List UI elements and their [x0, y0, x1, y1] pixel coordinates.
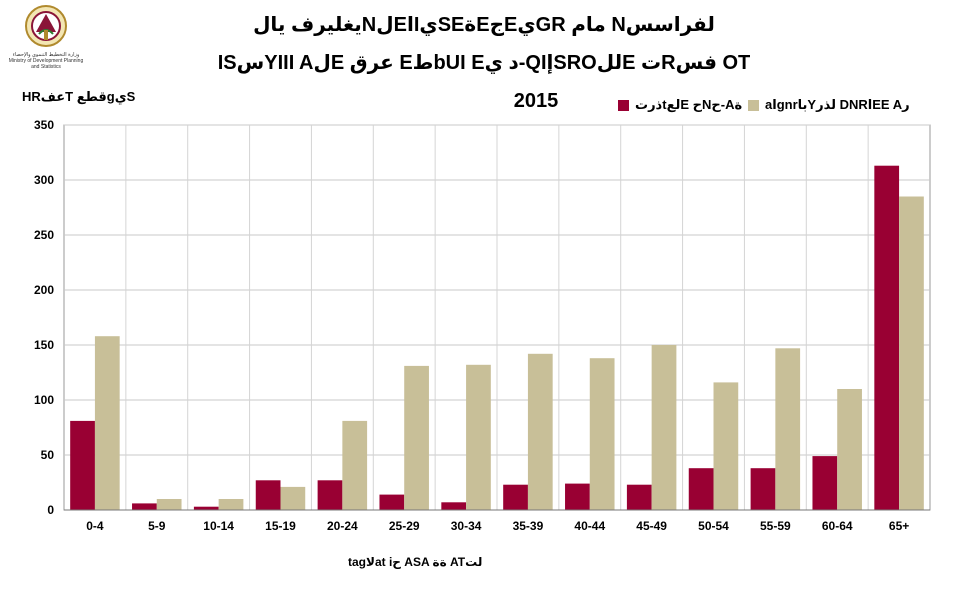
- bar-series-1-5-9: [132, 503, 157, 510]
- bar-series-2-50-54: [713, 382, 739, 510]
- x-tick-label: 20-24: [327, 519, 358, 533]
- y-tick-label: 100: [34, 393, 54, 407]
- x-tick-label: 65+: [889, 519, 909, 533]
- y-tick-label: 50: [41, 448, 55, 462]
- bar-series-2-60-64: [837, 389, 862, 510]
- axes: 0 50 100 150 200 250 300 350 0-4 5-9 10-14 15-19 20-…: [34, 118, 930, 533]
- chart-year: 2015: [513, 90, 559, 112]
- x-tick-label: 50-54: [698, 519, 729, 533]
- bar-series-2-55-59: [775, 348, 801, 510]
- bar-series-1-65+: [874, 165, 900, 510]
- x-tick-label: 10-14: [203, 519, 234, 533]
- bar-series-1-45-49: [626, 484, 652, 510]
- emblem-graphic: [25, 5, 67, 47]
- bar-series-2-45-49: [651, 345, 677, 510]
- x-tick-label: 15-19: [265, 519, 296, 533]
- ministry-emblem-icon: [6, 2, 86, 74]
- bar-series-2-30-34: [466, 364, 491, 510]
- x-tick-label: 5-9: [148, 519, 166, 533]
- x-tick-label: 25-29: [389, 519, 420, 533]
- x-tick-label: 60-64: [822, 519, 853, 533]
- y-tick-label: 300: [34, 173, 54, 187]
- legend-label-series-1: ذرتtلعE حNح-Aة: [635, 97, 743, 112]
- bar-series-1-55-59: [750, 468, 776, 510]
- legend-swatch-series-2: [748, 99, 759, 111]
- gridlines: [63, 124, 931, 511]
- x-tick-label: 55-59: [760, 519, 791, 533]
- bar-series-1-0-4: [70, 420, 95, 510]
- x-axis-label: tagلاat iح ASA ةة ATلت: [348, 555, 483, 569]
- x-tick-label: 30-34: [451, 519, 482, 533]
- bar-series-1-30-34: [441, 502, 467, 510]
- legend-item-series-2: aاgnrباYلذر DNRاEE Aر: [748, 97, 910, 113]
- bar-series-2-20-24: [342, 420, 368, 510]
- bar-series-2-40-44: [589, 358, 615, 510]
- bar-series-1-25-29: [379, 494, 405, 510]
- bar-series-1-50-54: [688, 468, 714, 510]
- chart-title-line1: يغليرف يالNلEاIيSEةEجEيGR مام Nلفراسس: [253, 14, 715, 36]
- legend-swatch-series-1: [618, 99, 629, 111]
- bar-series-2-10-14: [218, 499, 244, 510]
- logo-caption-ar: وزارة التخطيط التنموي والإحصاء: [12, 52, 80, 58]
- bar-series-1-40-44: [565, 483, 590, 510]
- y-axis-label: HRعفT قطعgيS: [22, 89, 136, 104]
- y-tick-label: 350: [34, 118, 54, 132]
- bar-series-1-60-64: [812, 456, 838, 510]
- y-tick-label: 250: [34, 228, 54, 242]
- bar-series-1-15-19: [255, 480, 281, 510]
- bar-series-2-35-39: [527, 353, 553, 510]
- x-tick-label: 35-39: [513, 519, 544, 533]
- x-tick-label: 0-4: [86, 519, 104, 533]
- bars: [70, 165, 924, 510]
- bar-series-1-20-24: [317, 480, 343, 510]
- y-tick-label: 150: [34, 338, 54, 352]
- y-tick-label: 200: [34, 283, 54, 297]
- logo-caption: وزارة التخطيط التنموي والإحصاء Ministry …: [6, 52, 86, 70]
- bar-series-2-25-29: [404, 365, 429, 510]
- x-tick-label: 40-44: [574, 519, 605, 533]
- chart-title-line2: ISسYIII AلE عرق EطbUI Eد ي-QIإSROللE تRف…: [217, 52, 751, 74]
- legend-label-series-2: aاgnrباYلذر DNRاEE Aر: [765, 97, 910, 112]
- bar-series-2-65+: [899, 196, 924, 510]
- bar-series-2-15-19: [280, 486, 306, 510]
- bar-series-2-5-9: [156, 499, 182, 510]
- bar-series-1-10-14: [193, 506, 219, 510]
- bar-series-2-0-4: [94, 336, 120, 510]
- x-tick-label: 45-49: [636, 519, 667, 533]
- logo-caption-en: Ministry of Development Planning and Sta…: [8, 58, 84, 70]
- legend-item-series-1: ذرتtلعE حNح-Aة: [618, 97, 742, 113]
- y-tick-label: 0: [47, 503, 54, 517]
- bar-series-1-35-39: [503, 484, 528, 510]
